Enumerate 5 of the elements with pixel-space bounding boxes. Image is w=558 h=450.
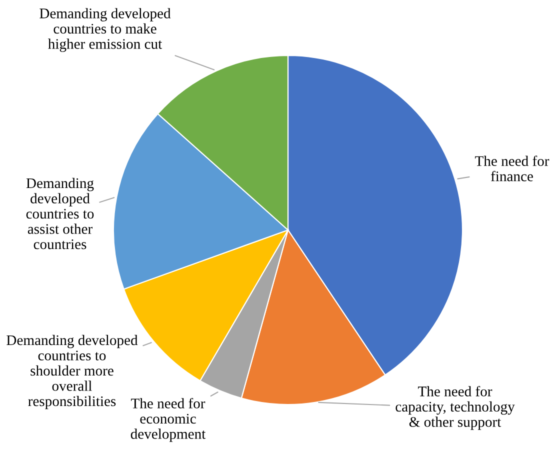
slice-label: Demanding developed countries to make higher emission cut [40,8,171,52]
slice-label: The need for economic development [130,398,206,442]
slice-label: Demanding developed countries to assist other countries [26,178,94,250]
slice-label: The need for capacity, technology & other support [396,386,515,430]
slice-label: The need for finance [475,156,550,182]
